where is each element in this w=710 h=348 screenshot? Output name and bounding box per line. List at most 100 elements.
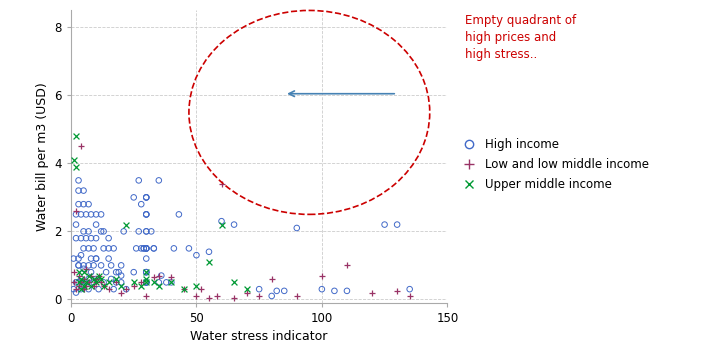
Point	[241, 286, 252, 292]
X-axis label: Water stress indicator: Water stress indicator	[190, 330, 328, 343]
Point	[70, 222, 82, 227]
Point	[128, 279, 139, 285]
Point	[191, 252, 202, 258]
Point	[83, 273, 94, 278]
Point	[83, 279, 94, 285]
Point	[78, 283, 89, 288]
Point	[85, 235, 97, 241]
Point	[148, 246, 160, 251]
Point	[75, 212, 87, 217]
Point	[141, 212, 152, 217]
Point	[78, 286, 89, 292]
Point	[73, 269, 84, 275]
Point	[93, 273, 104, 278]
Point	[80, 279, 92, 285]
Point	[75, 286, 87, 292]
Point	[90, 212, 102, 217]
Point	[141, 269, 152, 275]
Point	[88, 246, 99, 251]
Point	[85, 269, 97, 275]
Point	[191, 293, 202, 299]
Point	[203, 249, 214, 254]
Point	[141, 279, 152, 285]
Point	[148, 275, 160, 280]
Y-axis label: Water bill per m3 (USD): Water bill per m3 (USD)	[36, 82, 49, 231]
Point	[133, 229, 144, 234]
Point	[75, 276, 87, 282]
Point	[196, 286, 207, 292]
Point	[75, 286, 87, 292]
Point	[291, 293, 302, 299]
Point	[141, 246, 152, 251]
Point	[141, 279, 152, 285]
Point	[83, 286, 94, 292]
Point	[80, 235, 92, 241]
Point	[83, 276, 94, 282]
Point	[68, 256, 80, 261]
Point	[342, 288, 353, 294]
Point	[203, 259, 214, 265]
Point	[68, 286, 80, 292]
Point	[80, 212, 92, 217]
Point	[90, 256, 102, 261]
Point	[111, 279, 122, 285]
Point	[404, 286, 415, 292]
Point	[241, 290, 252, 295]
Point	[108, 246, 119, 251]
Point	[266, 293, 278, 299]
Point	[141, 246, 152, 251]
Point	[95, 276, 106, 282]
Point	[146, 229, 157, 234]
Point	[83, 246, 94, 251]
Point	[141, 246, 152, 251]
Point	[391, 288, 403, 294]
Point	[80, 279, 92, 285]
Point	[103, 246, 114, 251]
Point	[153, 279, 165, 285]
Point	[173, 212, 185, 217]
Point	[78, 283, 89, 288]
Point	[70, 212, 82, 217]
Point	[98, 279, 109, 285]
Point	[136, 246, 147, 251]
Point	[83, 229, 94, 234]
Point	[178, 286, 190, 292]
Point	[391, 222, 403, 227]
Point	[90, 235, 102, 241]
Point	[153, 283, 165, 288]
Point	[168, 246, 180, 251]
Point	[153, 273, 165, 278]
Point	[253, 293, 265, 299]
Point	[316, 273, 327, 278]
Point	[68, 157, 80, 163]
Point	[103, 286, 114, 292]
Point	[68, 279, 80, 285]
Point	[379, 222, 391, 227]
Point	[70, 208, 82, 214]
Point	[141, 276, 152, 282]
Point	[78, 246, 89, 251]
Point	[70, 164, 82, 169]
Point	[103, 279, 114, 285]
Point	[278, 288, 290, 294]
Point	[100, 269, 111, 275]
Point	[90, 256, 102, 261]
Point	[141, 246, 152, 251]
Point	[141, 195, 152, 200]
Point	[141, 212, 152, 217]
Point	[121, 286, 132, 292]
Point	[88, 279, 99, 285]
Point	[121, 286, 132, 292]
Point	[73, 256, 84, 261]
Point	[85, 256, 97, 261]
Point	[75, 252, 87, 258]
Point	[128, 195, 139, 200]
Point	[266, 276, 278, 282]
Point	[153, 177, 165, 183]
Point	[141, 279, 152, 285]
Point	[85, 273, 97, 278]
Point	[80, 266, 92, 271]
Text: Empty quadrant of
high prices and
high stress..: Empty quadrant of high prices and high s…	[465, 14, 577, 61]
Point	[85, 212, 97, 217]
Point	[88, 283, 99, 288]
